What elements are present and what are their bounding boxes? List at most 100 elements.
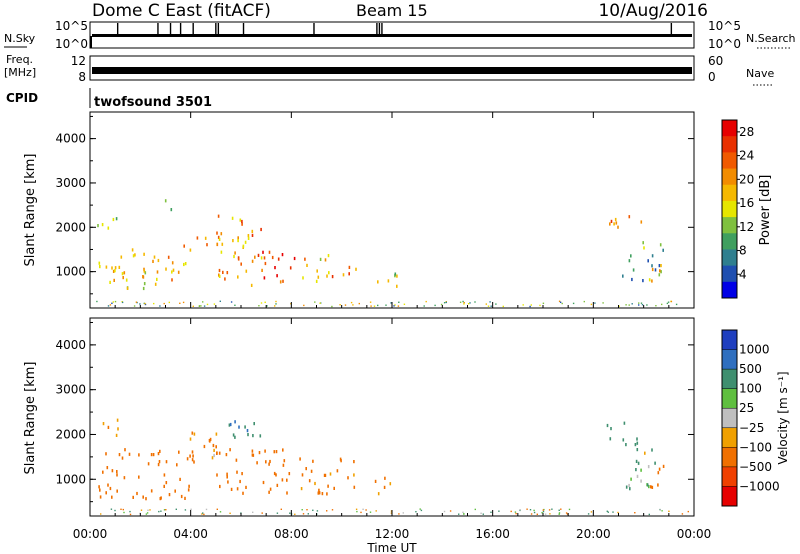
velocity-clutter-cell <box>129 513 132 516</box>
velocity-clutter-cell <box>519 509 521 511</box>
velocity-cell <box>99 488 101 492</box>
velocity-clutter-cell <box>360 511 362 514</box>
velocity-cell <box>384 476 386 480</box>
velocity-cell <box>158 460 161 464</box>
power-clutter-cell <box>358 302 360 305</box>
power-clutter-cell <box>192 305 194 307</box>
velocity-cell <box>193 460 195 464</box>
velocity-cell <box>193 432 196 436</box>
velocity-cell <box>258 451 261 455</box>
velocity-cell <box>268 490 270 494</box>
power-colorbar-tick-label: 16 <box>739 196 754 210</box>
velocity-ytick-label: 3000 <box>55 383 86 397</box>
velocity-colorbar-segment <box>722 466 737 487</box>
power-clutter-cell <box>445 301 447 304</box>
power-clutter-cell <box>107 305 110 307</box>
velocity-clutter-cell <box>326 510 328 512</box>
velocity-cell <box>116 473 118 477</box>
power-cell <box>328 271 330 275</box>
power-clutter-cell <box>96 300 98 303</box>
velocity-clutter-cell <box>474 508 476 511</box>
velocity-cell <box>657 483 659 487</box>
velocity-clutter-cell <box>542 510 545 513</box>
velocity-cell <box>116 418 119 422</box>
velocity-clutter-cell <box>158 510 160 513</box>
velocity-cell <box>247 433 249 437</box>
velocity-cell <box>657 471 660 475</box>
velocity-cell <box>236 470 238 474</box>
velocity-cell <box>327 484 329 488</box>
velocity-cell <box>191 458 194 462</box>
velocity-cell <box>317 491 320 495</box>
velocity-cell <box>323 473 326 477</box>
power-cell <box>152 259 154 263</box>
power-cell <box>172 268 175 272</box>
velocity-cell <box>226 475 228 479</box>
power-cell <box>98 261 101 265</box>
nsearch-label: N.Search <box>746 32 796 45</box>
velocity-cell <box>276 483 279 487</box>
velocity-clutter-cell <box>252 511 254 513</box>
power-cell <box>143 282 146 286</box>
power-cell <box>289 266 292 270</box>
velocity-clutter-cell <box>420 509 423 512</box>
velocity-colorbar-segment <box>722 349 737 370</box>
velocity-cell <box>259 434 262 438</box>
velocity-cell <box>610 427 612 431</box>
velocity-clutter-cell <box>558 509 560 511</box>
power-clutter-cell <box>489 301 491 303</box>
velocity-cell <box>178 450 180 454</box>
power-colorbar-segment <box>722 136 737 153</box>
power-clutter-cell <box>135 301 138 303</box>
power-cell <box>610 219 613 223</box>
velocity-clutter-cell <box>482 513 484 515</box>
velocity-clutter-cell <box>681 513 684 515</box>
velocity-cell <box>630 477 632 481</box>
velocity-clutter-cell <box>490 511 492 513</box>
power-cell <box>651 279 653 283</box>
power-clutter-cell <box>495 303 497 305</box>
power-clutter-cell <box>459 301 462 303</box>
velocity-cell <box>203 444 206 449</box>
velocity-cell <box>165 460 168 464</box>
power-cell <box>183 244 185 248</box>
velocity-cell <box>648 485 650 489</box>
velocity-clutter-cell <box>617 511 619 514</box>
power-clutter-cell <box>144 302 146 305</box>
power-cell <box>121 272 124 276</box>
velocity-cell <box>662 464 665 468</box>
velocity-clutter-cell <box>369 511 372 513</box>
power-colorbar-segment <box>722 168 737 186</box>
velocity-cell <box>128 452 131 456</box>
power-cell <box>237 236 239 240</box>
power-colorbar-tick-label: 28 <box>739 125 754 139</box>
power-clutter-cell <box>602 302 604 304</box>
velocity-colorbar-segment <box>722 447 737 468</box>
power-cell <box>234 251 236 255</box>
freq-frame <box>89 55 695 81</box>
power-cell <box>643 246 645 250</box>
freq-trace <box>92 67 692 74</box>
power-clutter-cell <box>139 303 141 305</box>
velocity-cell <box>179 477 181 481</box>
nsky-trace <box>90 23 692 48</box>
power-cell <box>97 224 99 228</box>
velocity-cell <box>138 475 140 479</box>
velocity-cell <box>636 441 639 445</box>
power-clutter-cell <box>530 304 532 306</box>
velocity-cell <box>236 487 239 491</box>
power-colorbar-segment <box>722 184 737 202</box>
power-cell <box>279 280 282 284</box>
power-cell <box>171 270 173 274</box>
power-ylabel: Slant Range [km] <box>23 154 38 267</box>
power-cell <box>628 215 631 219</box>
power-clutter-cell <box>474 301 476 303</box>
power-cell <box>241 219 243 224</box>
power-clutter-cell <box>529 305 531 308</box>
power-cell <box>237 257 240 261</box>
power-cell <box>658 273 661 277</box>
power-cell <box>659 243 662 247</box>
power-clutter-cell <box>369 301 372 303</box>
velocity-cell <box>650 485 652 489</box>
power-cell <box>144 271 147 275</box>
